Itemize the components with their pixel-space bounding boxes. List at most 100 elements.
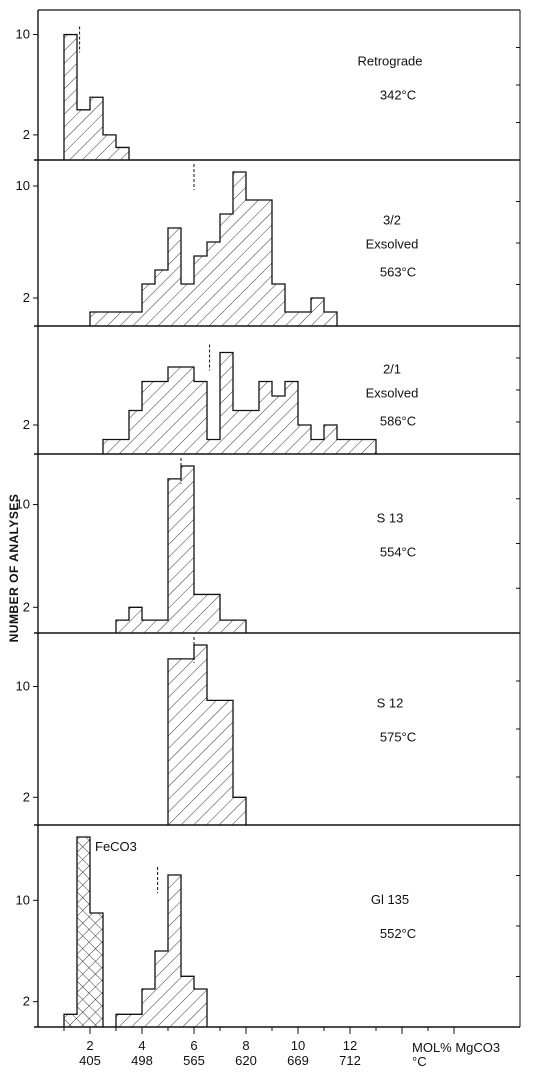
x-temp-label: 712 [339, 1053, 361, 1068]
histogram-bar [155, 620, 168, 633]
panel-label: S 13 [377, 511, 404, 526]
histogram-bar [220, 352, 233, 454]
histogram-bar [246, 200, 259, 326]
histogram-bar [181, 466, 194, 633]
histogram-bar [168, 367, 181, 454]
histogram-bar [129, 1014, 142, 1027]
x-tick-label: 4 [138, 1038, 145, 1053]
feco3-bar [77, 837, 90, 1027]
panels-layer: 10 2 Retrograde 342°C 10 2 3/2 Exsolved 563°C 2 2/… [16, 26, 520, 1028]
histogram-bar [194, 594, 207, 633]
histogram-bar [298, 425, 311, 454]
histogram-bar [168, 228, 181, 326]
axes-layer [37, 9, 521, 1027]
panel-temp: 575°C [380, 729, 416, 744]
y-axis-label: NUMBER OF ANALYSES [7, 494, 21, 643]
histogram-bar [142, 989, 155, 1027]
histogram-bar [233, 172, 246, 326]
panel-temp: 552°C [380, 926, 416, 941]
x-axis: 2 4 6 8 10 12 405 498 565 620 669 712 MOL% MgCO3°C [63, 1027, 500, 1069]
y-tick-label: 10 [16, 178, 30, 193]
panel-label: Retrograde [357, 54, 422, 69]
x-tick-label: 12 [343, 1038, 357, 1053]
panel-6: 10 2 FeCO3 Gl 135 552°C [16, 836, 520, 1028]
histogram-bar [155, 381, 168, 454]
histogram-bar [363, 439, 376, 454]
x-tick-label: 2 [86, 1038, 93, 1053]
histogram-bar [168, 478, 181, 633]
histogram-bar [142, 620, 155, 633]
histogram-bar [194, 381, 207, 454]
histogram-bar [259, 381, 272, 454]
feco3-bar [64, 1014, 77, 1027]
histogram-bar [103, 312, 116, 326]
y-tick-label: 2 [23, 599, 30, 614]
panel-label: S 12 [377, 695, 404, 710]
panel-label-line1: 2/1 [383, 362, 401, 377]
histogram-bar [220, 700, 233, 825]
histogram-bar [272, 284, 285, 326]
y-tick-label: 10 [16, 679, 30, 694]
histogram-bar [129, 607, 142, 633]
histogram-bar-outline [167, 644, 247, 825]
y-tick-label: 2 [23, 417, 30, 432]
histogram-bar-outline [102, 351, 377, 454]
histogram-bar [181, 367, 194, 454]
histogram-bar [207, 700, 220, 825]
histogram-bar [194, 645, 207, 825]
histogram-bar [116, 312, 129, 326]
histogram-bar [207, 594, 220, 633]
histogram-bar [103, 439, 116, 454]
y-tick-label: 2 [23, 290, 30, 305]
x-temp-label: 565 [183, 1053, 205, 1068]
histogram-bar [311, 439, 324, 454]
y-tick-label: 10 [16, 497, 30, 512]
feco3-label: FeCO3 [95, 839, 137, 854]
histogram-bar [220, 620, 233, 633]
y-tick-label: 2 [23, 789, 30, 804]
histogram-bar [337, 439, 350, 454]
panel-temp: 554°C [380, 545, 416, 560]
histogram-bar [246, 410, 259, 454]
histogram-bar [155, 270, 168, 326]
histogram-bar [155, 951, 168, 1027]
histogram-bar [194, 989, 207, 1027]
histogram-bar [285, 381, 298, 454]
histogram-bar [129, 410, 142, 454]
panel-label-line2: Exsolved [366, 237, 419, 252]
histogram-bar [181, 284, 194, 326]
histogram-bar [233, 620, 246, 633]
panel-label: Gl 135 [371, 892, 409, 907]
y-tick-label: 2 [23, 127, 30, 142]
histogram-bar [181, 658, 194, 825]
histogram-bar [168, 875, 181, 1027]
histogram-bar [168, 658, 181, 825]
x-temp-label: 498 [131, 1053, 153, 1068]
histogram-bar [285, 312, 298, 326]
panel-5: 10 2 S 12 575°C [16, 637, 520, 826]
histogram-bar [129, 312, 142, 326]
x-temp-unit-label: °C [412, 1054, 427, 1069]
histogram-bar [90, 312, 103, 326]
histogram-bar [298, 312, 311, 326]
x-tick-label: 6 [190, 1038, 197, 1053]
y-tick-label: 2 [23, 994, 30, 1009]
x-tick-label: 8 [242, 1038, 249, 1053]
histogram-bar [77, 109, 90, 160]
x-temp-label: 669 [287, 1053, 309, 1068]
histogram-bar [116, 147, 129, 160]
x-tick-label: 10 [291, 1038, 305, 1053]
panel-3: 2 2/1 Exsolved 586°C [23, 344, 520, 455]
histogram-bar [233, 797, 246, 825]
histogram-bar [116, 439, 129, 454]
y-tick-label: 10 [16, 27, 30, 42]
feco3-bar-outline [63, 836, 104, 1027]
histogram-bar [233, 410, 246, 454]
x-temp-label: 405 [79, 1053, 101, 1068]
histogram-bar [207, 439, 220, 454]
panel-label-line1: 3/2 [383, 213, 401, 228]
histogram-bar [311, 298, 324, 326]
x-temp-label: 620 [235, 1053, 257, 1068]
